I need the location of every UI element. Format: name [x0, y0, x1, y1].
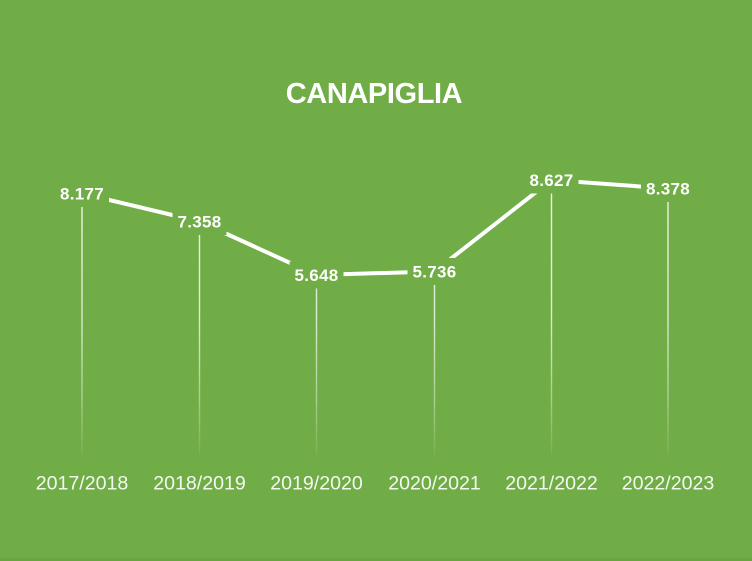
svg-text:5.648: 5.648: [294, 266, 338, 285]
svg-text:CANAPIGLIA: CANAPIGLIA: [286, 78, 463, 110]
svg-text:8.627: 8.627: [529, 171, 573, 190]
svg-text:2020/2021: 2020/2021: [388, 473, 481, 495]
svg-text:7.358: 7.358: [177, 213, 221, 232]
svg-text:2019/2020: 2019/2020: [270, 473, 363, 495]
svg-text:2021/2022: 2021/2022: [505, 473, 598, 495]
svg-text:5.736: 5.736: [412, 263, 456, 282]
svg-text:2018/2019: 2018/2019: [153, 473, 246, 495]
svg-text:8.378: 8.378: [646, 180, 690, 199]
svg-text:2017/2018: 2017/2018: [36, 473, 129, 495]
svg-text:2022/2023: 2022/2023: [622, 473, 715, 495]
svg-text:8.177: 8.177: [60, 185, 104, 204]
